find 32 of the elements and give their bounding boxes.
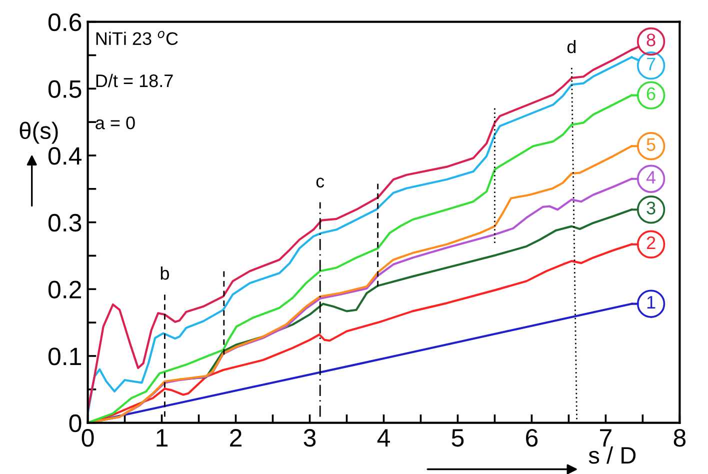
x-tick-label: 6 [526, 429, 538, 447]
legend-label: 8 [646, 34, 656, 46]
x-tick-label: 1 [156, 429, 168, 446]
y-tick-label: 0.2 [48, 280, 81, 298]
y-tick-label: 0 [69, 414, 82, 432]
annotation: b [160, 266, 169, 280]
x-tick-label: 5 [452, 429, 464, 447]
legend-label: 3 [646, 202, 656, 214]
annotation: c [316, 178, 324, 188]
y-tick-label: 0.3 [48, 214, 82, 232]
x-tick-label: 0 [82, 429, 94, 447]
annotation: D/t = 18.7 [96, 74, 173, 88]
x-tick-label: 7 [600, 429, 612, 446]
y-tick-label: 0.1 [48, 348, 82, 366]
y-tick-label: 0.6 [48, 13, 82, 32]
x-tick-label: 2 [230, 429, 242, 446]
legend-label: 7 [646, 58, 656, 70]
x-axis-title: s / D [588, 446, 636, 464]
x-tick-label: 8 [674, 429, 686, 447]
x-tick-label: 4 [377, 429, 390, 446]
annotation: NiTi 23 $^{o}$C [96, 30, 178, 45]
annotation: d [567, 40, 576, 54]
y-axis-title: θ(s) [20, 122, 58, 144]
x-tick-label: 3 [304, 429, 316, 447]
legend-label: 2 [646, 236, 656, 250]
legend-label: 1 [647, 296, 656, 309]
y-tick-label: 0.5 [48, 80, 82, 98]
legend-label: 6 [646, 87, 656, 100]
y-tick-label: 0.4 [48, 147, 82, 165]
legend-label: 5 [646, 138, 656, 151]
annotation: a = 0 [96, 116, 135, 130]
legend-label: 4 [646, 171, 656, 184]
